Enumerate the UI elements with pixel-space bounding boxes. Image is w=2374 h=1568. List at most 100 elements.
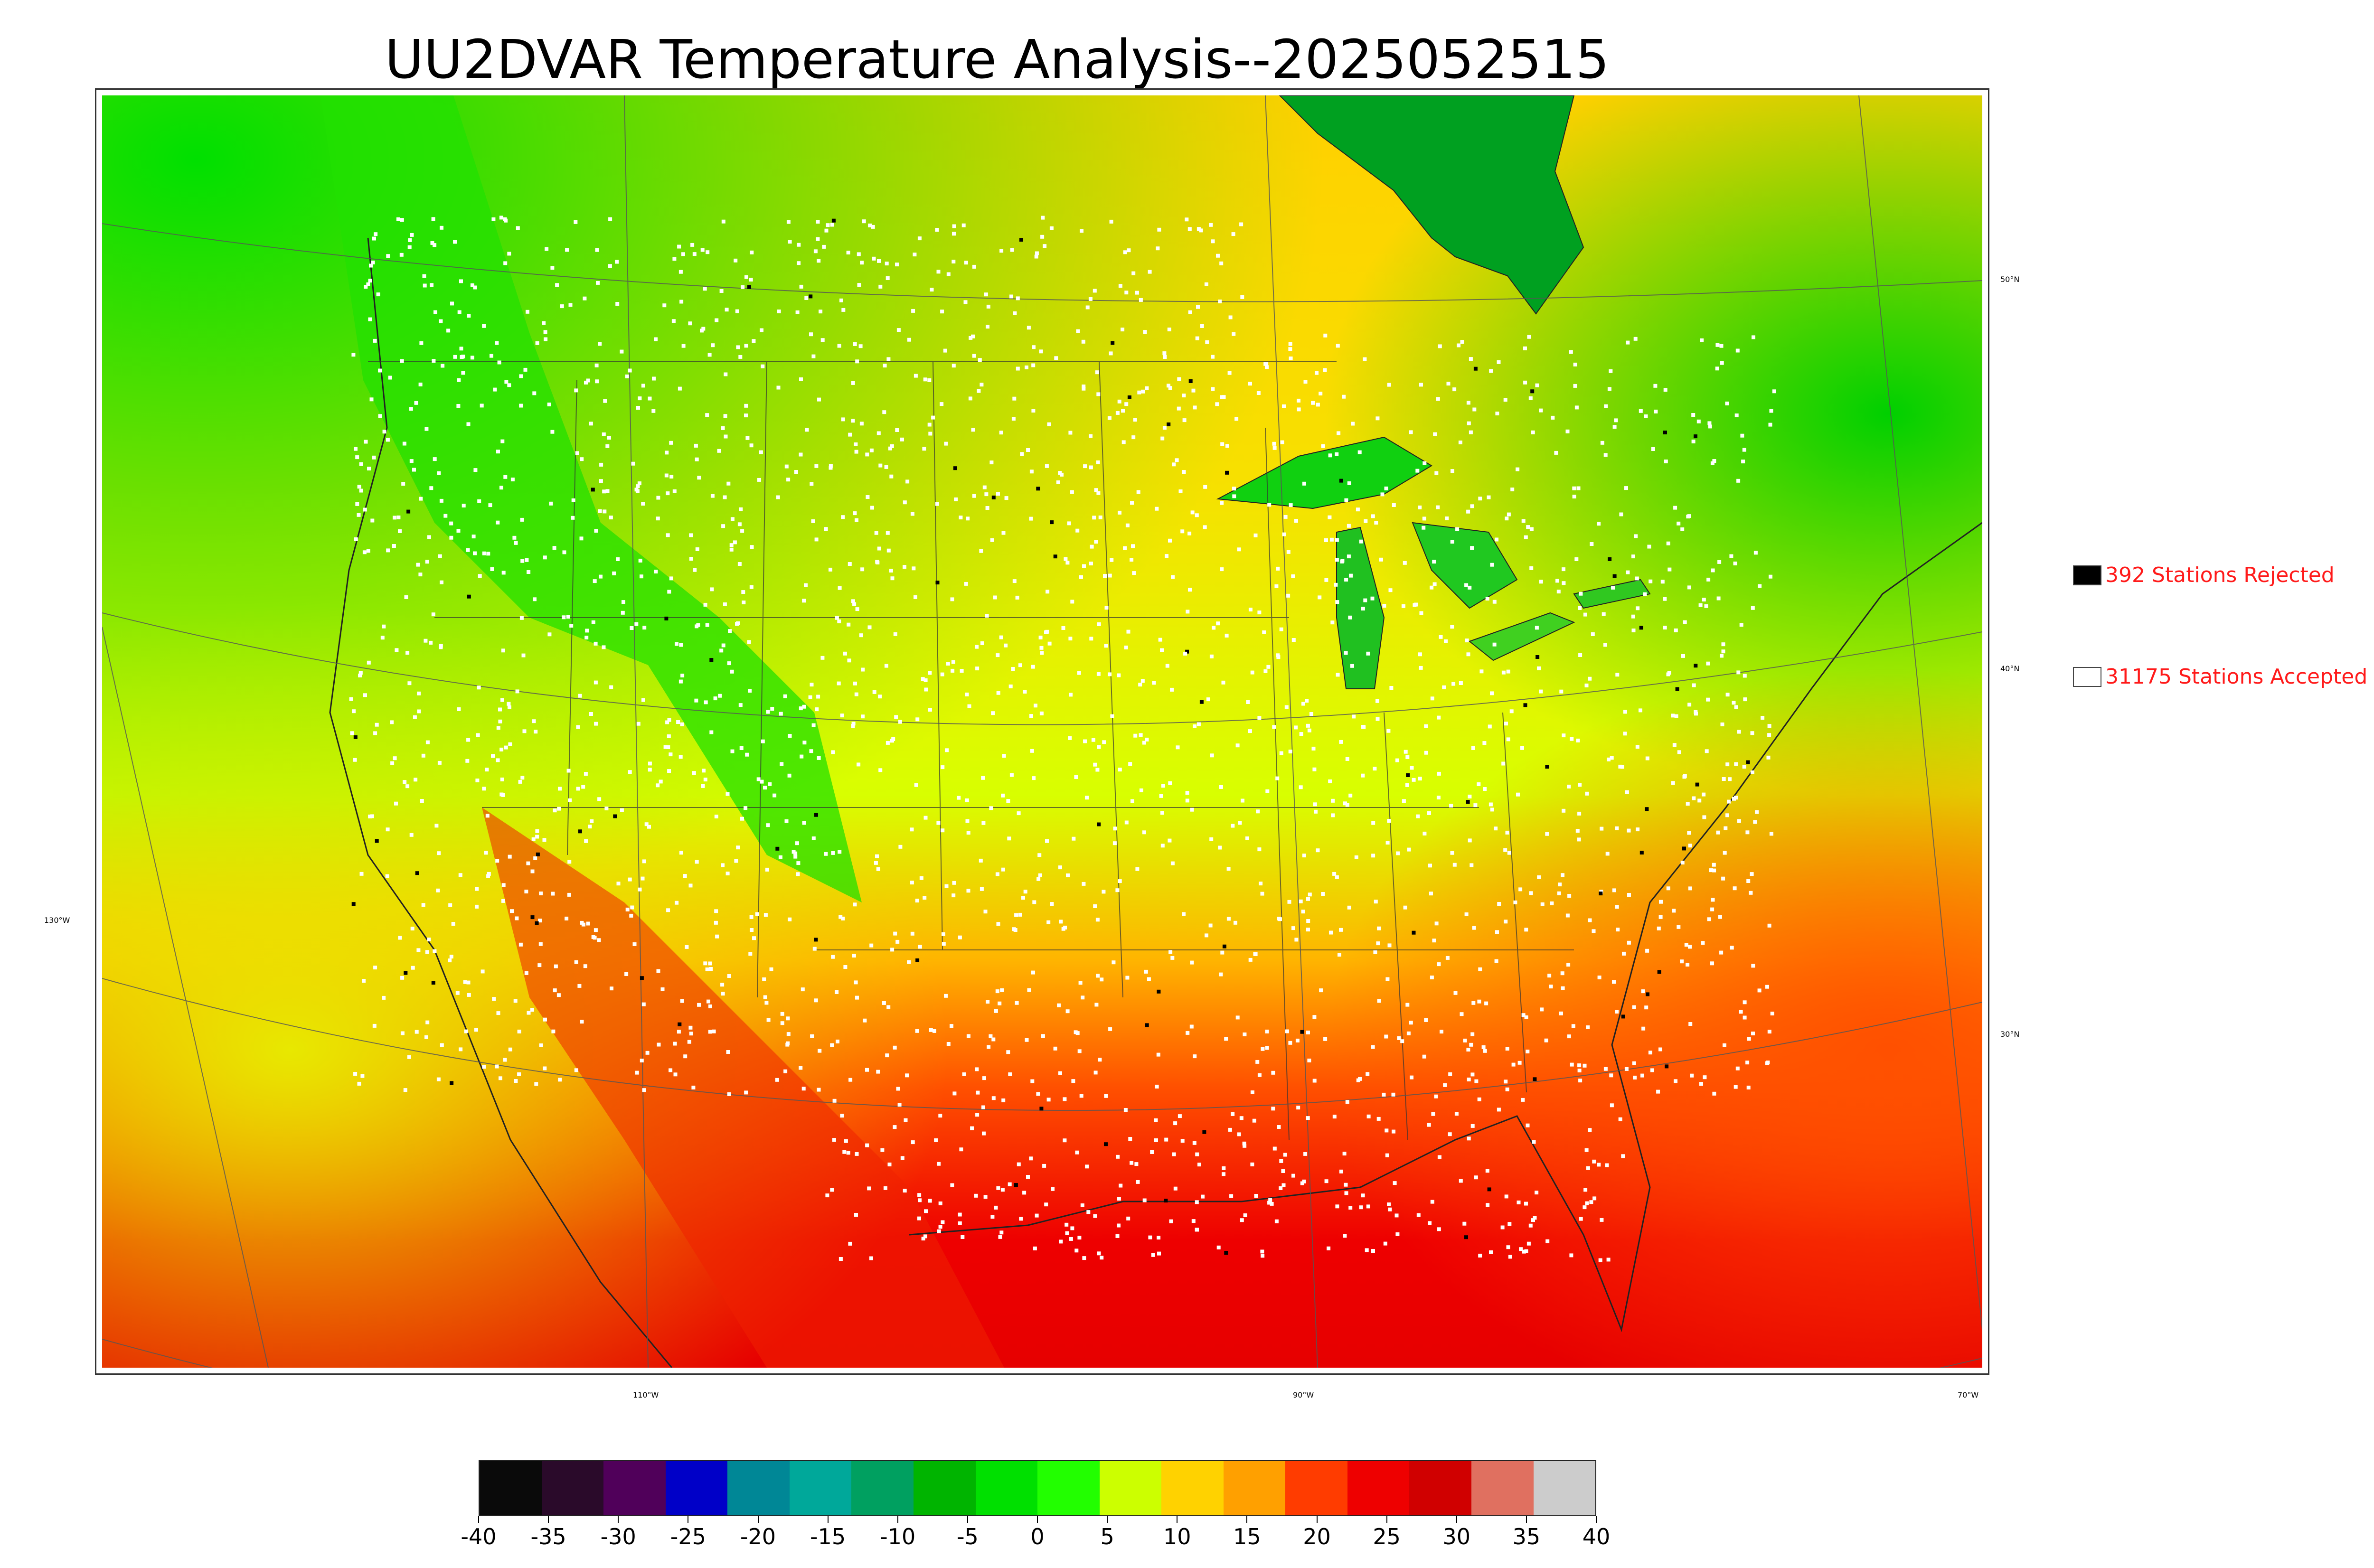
- accepted-station-marker: [358, 671, 363, 675]
- accepted-station-marker: [859, 422, 864, 426]
- rejected-station-marker: [1167, 422, 1171, 426]
- accepted-station-marker: [1609, 1073, 1613, 1078]
- accepted-station-marker: [1000, 1188, 1005, 1192]
- accepted-station-marker: [1319, 988, 1323, 993]
- accepted-station-marker: [974, 1193, 978, 1198]
- accepted-station-marker: [752, 936, 756, 940]
- accepted-station-marker: [1306, 1116, 1310, 1120]
- accepted-station-marker: [1013, 311, 1017, 315]
- accepted-station-marker: [496, 1011, 500, 1015]
- accepted-station-marker: [1500, 1225, 1505, 1230]
- accepted-station-marker: [1704, 604, 1708, 608]
- accepted-station-marker: [1602, 612, 1606, 616]
- accepted-station-marker: [835, 990, 839, 994]
- accepted-station-marker: [1226, 917, 1231, 921]
- accepted-station-marker: [1537, 666, 1541, 670]
- accepted-station-marker: [1074, 775, 1078, 779]
- accepted-station-marker: [914, 783, 918, 787]
- accepted-station-marker: [951, 660, 955, 664]
- accepted-station-marker: [848, 432, 852, 437]
- accepted-station-marker: [1578, 606, 1582, 610]
- accepted-station-marker: [723, 414, 727, 418]
- accepted-station-marker: [825, 1193, 829, 1198]
- accepted-station-marker: [886, 548, 891, 553]
- accepted-station-marker: [995, 989, 999, 994]
- accepted-station-marker: [1503, 848, 1507, 852]
- accepted-station-marker: [1680, 527, 1685, 531]
- accepted-station-marker: [1328, 779, 1332, 783]
- accepted-station-marker: [1257, 1073, 1262, 1077]
- accepted-station-marker: [1619, 512, 1623, 516]
- accepted-station-marker: [1603, 1067, 1608, 1071]
- accepted-station-marker: [1026, 1175, 1030, 1179]
- accepted-station-marker: [964, 582, 968, 586]
- accepted-station-marker: [1388, 1207, 1392, 1211]
- accepted-station-marker: [648, 768, 652, 772]
- accepted-station-marker: [1183, 651, 1187, 656]
- accepted-station-marker: [482, 1065, 486, 1069]
- accepted-station-marker: [597, 797, 602, 801]
- accepted-station-marker: [418, 573, 423, 577]
- accepted-station-marker: [1366, 651, 1370, 656]
- accepted-station-marker: [578, 694, 582, 698]
- accepted-station-marker: [854, 692, 858, 696]
- accepted-station-marker: [1096, 672, 1101, 676]
- accepted-station-marker: [1715, 343, 1720, 347]
- accepted-station-marker: [543, 330, 547, 334]
- accepted-station-marker: [1041, 1034, 1045, 1038]
- accepted-station-marker: [1720, 722, 1724, 726]
- accepted-station-marker: [1434, 1094, 1438, 1099]
- rejected-station-marker: [709, 658, 714, 662]
- accepted-station-marker: [876, 867, 880, 871]
- lat-label-30n: 30°N: [2000, 1030, 2020, 1039]
- accepted-station-marker: [1383, 1241, 1387, 1246]
- accepted-station-marker: [1516, 467, 1520, 471]
- accepted-station-marker: [1060, 472, 1064, 477]
- accepted-station-marker: [1268, 1198, 1272, 1202]
- accepted-station-marker: [527, 570, 531, 574]
- accepted-station-marker: [654, 570, 658, 573]
- accepted-station-marker: [431, 612, 435, 617]
- accepted-station-marker: [1173, 1121, 1178, 1126]
- accepted-station-marker: [1687, 831, 1691, 835]
- accepted-station-marker: [1733, 561, 1737, 565]
- accepted-station-marker: [1201, 1194, 1205, 1199]
- accepted-station-marker: [1102, 890, 1106, 894]
- accepted-station-marker: [995, 872, 999, 876]
- accepted-station-marker: [810, 482, 814, 486]
- accepted-station-marker: [854, 450, 858, 454]
- accepted-station-marker: [1494, 826, 1498, 831]
- accepted-station-marker: [744, 1090, 748, 1095]
- accepted-station-marker: [1250, 670, 1254, 675]
- accepted-station-marker: [938, 1201, 942, 1205]
- accepted-station-marker: [1380, 492, 1385, 497]
- accepted-station-marker: [610, 986, 613, 991]
- accepted-station-marker: [1136, 1180, 1140, 1184]
- accepted-station-marker: [1460, 1012, 1464, 1016]
- accepted-station-marker: [1659, 900, 1663, 904]
- accepted-station-marker: [1729, 554, 1733, 558]
- accepted-station-marker: [1349, 573, 1353, 578]
- accepted-station-marker: [667, 734, 671, 738]
- accepted-station-marker: [741, 285, 745, 289]
- accepted-station-marker: [1539, 580, 1543, 584]
- accepted-station-marker: [1567, 1034, 1571, 1039]
- accepted-station-marker: [1191, 388, 1196, 393]
- accepted-station-marker: [958, 935, 962, 939]
- accepted-station-marker: [1725, 762, 1730, 767]
- accepted-station-marker: [941, 828, 945, 833]
- accepted-station-marker: [934, 1138, 938, 1142]
- accepted-station-marker: [1063, 1097, 1067, 1101]
- accepted-station-marker: [1770, 1012, 1774, 1015]
- accepted-station-marker: [644, 822, 649, 826]
- accepted-station-marker: [1615, 1010, 1619, 1014]
- accepted-station-marker: [711, 343, 715, 347]
- accepted-station-marker: [1361, 773, 1365, 778]
- accepted-station-marker: [896, 328, 901, 332]
- accepted-station-marker: [811, 836, 816, 840]
- accepted-station-marker: [664, 473, 669, 478]
- accepted-station-marker: [1526, 1241, 1531, 1246]
- accepted-station-marker: [1134, 1162, 1139, 1166]
- accepted-station-marker: [1049, 226, 1054, 230]
- accepted-station-marker: [1022, 1191, 1027, 1195]
